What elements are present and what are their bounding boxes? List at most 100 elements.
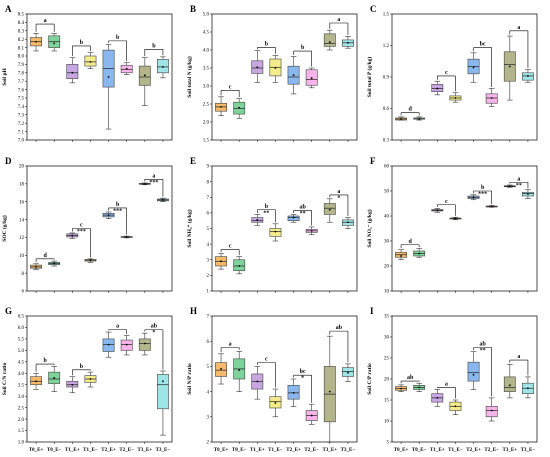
- y-tick-label: 7.4: [18, 105, 25, 110]
- box-T2_E−: [485, 205, 498, 208]
- y-tick-label: 8.0: [18, 55, 25, 60]
- significance-group: ab: [400, 375, 420, 384]
- mean-point: [454, 97, 457, 99]
- x-tick-label: T3_E+: [323, 448, 338, 453]
- y-tick-label: 20: [19, 165, 25, 170]
- mean-point: [162, 66, 164, 68]
- significance-group: d: [400, 107, 420, 116]
- significance-letter: a: [517, 176, 520, 182]
- mean-point: [527, 193, 529, 195]
- box-T1_E−: [269, 388, 282, 418]
- y-tick-label: 3.0: [203, 85, 210, 90]
- y-tick-label: 1.0: [18, 441, 25, 446]
- significance-letter: c: [229, 84, 232, 90]
- y-tick-label: 8: [207, 180, 210, 185]
- significance-letter: a: [116, 324, 119, 330]
- y-tick-label: 4: [207, 243, 210, 248]
- y-tick-label: 5.0: [18, 349, 25, 354]
- panel-b: B Soil total N (g/kg) 1.5 2.0 2.5 3.0 3.5 4.0 4.…: [186, 4, 358, 144]
- significance-group: b: [35, 358, 55, 372]
- significance-group: c: [257, 357, 276, 388]
- plot-frame: [211, 13, 358, 141]
- y-axis-label: Soil total N (g/kg): [186, 56, 193, 98]
- box-T1_E+: [251, 50, 264, 83]
- significance-letter: a: [229, 342, 232, 348]
- significance-letter: b: [116, 202, 120, 208]
- box-T0_E+: [30, 263, 42, 270]
- x-tick-label: T3_E+: [138, 448, 153, 453]
- significance-group: a*: [329, 189, 349, 217]
- y-tick-label: 5: [387, 441, 390, 446]
- y-tick-label: 2.0: [18, 418, 25, 423]
- y-tick-label: 4.5: [203, 31, 210, 36]
- mean-point: [490, 97, 493, 99]
- mean-point: [35, 380, 37, 383]
- x-tick-label: T1_E+: [430, 448, 445, 453]
- mean-point: [107, 76, 110, 78]
- x-tick-label: T0_E−: [232, 448, 247, 453]
- y-tick-label: 1.5: [203, 139, 210, 144]
- mean-point: [347, 371, 349, 374]
- mean-point: [220, 368, 222, 370]
- significance-group: a***: [144, 173, 164, 197]
- significance-group: a**: [509, 176, 529, 189]
- panel-label: B: [190, 4, 196, 14]
- mean-point: [125, 343, 128, 346]
- panel-label: G: [5, 306, 12, 316]
- box-T3_E−: [157, 370, 169, 436]
- mean-point: [143, 182, 146, 185]
- significance-letter: a: [517, 25, 520, 31]
- y-tick-label: 4: [207, 390, 210, 395]
- mean-point: [472, 66, 475, 69]
- mean-point: [347, 41, 349, 44]
- significance-group: b: [108, 35, 127, 62]
- significance-letter: b: [301, 45, 305, 51]
- significance-letter: ab: [407, 375, 414, 381]
- y-tick-label: 9: [207, 165, 210, 170]
- box-T2_E+: [467, 351, 480, 390]
- significance-group: a: [35, 18, 55, 32]
- x-tick-label: T3_E−: [521, 448, 536, 453]
- significance-letter: d: [43, 253, 47, 259]
- x-tick-label: T1_E−: [448, 448, 463, 453]
- y-tick-label: 7.0: [18, 139, 25, 144]
- y-tick-label: 16: [19, 200, 25, 205]
- mean-point: [527, 75, 529, 77]
- mean-point: [454, 217, 457, 220]
- significance-group: ab*: [144, 324, 164, 370]
- significance-group: b***: [108, 202, 127, 235]
- y-tick-label: 3.0: [18, 395, 25, 400]
- box-T0_E−: [48, 260, 61, 267]
- panel-g: G Soil C/N ratio 1.0 1.5 2.0 2.5 3.0 3.5 4.0 4.5 5…: [2, 306, 173, 453]
- significance-letter: b: [152, 43, 156, 49]
- y-tick-label: 30: [384, 240, 390, 245]
- mean-point: [527, 387, 529, 390]
- y-axis-label: Soil NH₄⁺ (g/kg): [186, 209, 193, 247]
- significance-letter: c: [80, 223, 83, 229]
- y-tick-label: 0.9: [383, 76, 390, 81]
- mean-point: [238, 106, 241, 109]
- box-T0_E+: [30, 372, 42, 390]
- y-tick-label: 18: [19, 183, 25, 188]
- box-T3_E−: [342, 36, 354, 49]
- y-tick-label: 3.5: [18, 383, 25, 388]
- x-tick-label: T3_E−: [341, 448, 356, 453]
- significance-letter: c: [445, 70, 448, 76]
- x-tick-label: T0_E+: [29, 448, 44, 453]
- significance-letter: ab: [151, 324, 158, 330]
- significance-star: *: [152, 330, 155, 336]
- box-T3_E+: [138, 57, 151, 106]
- y-tick-label: 1: [207, 290, 210, 295]
- mean-point: [238, 369, 241, 372]
- significance-group: c: [437, 70, 456, 92]
- significance-group: b: [72, 40, 91, 57]
- box-T0_E−: [48, 366, 61, 392]
- significance-letter: a: [337, 189, 340, 195]
- mean-point: [400, 255, 402, 257]
- box-T2_E−: [305, 67, 318, 89]
- significance-group: b: [293, 45, 312, 67]
- significance-group: d: [35, 253, 55, 263]
- y-tick-label: 7.1: [18, 130, 25, 135]
- mean-point: [53, 262, 56, 265]
- y-axis-label: SOC (g/kg): [1, 215, 8, 242]
